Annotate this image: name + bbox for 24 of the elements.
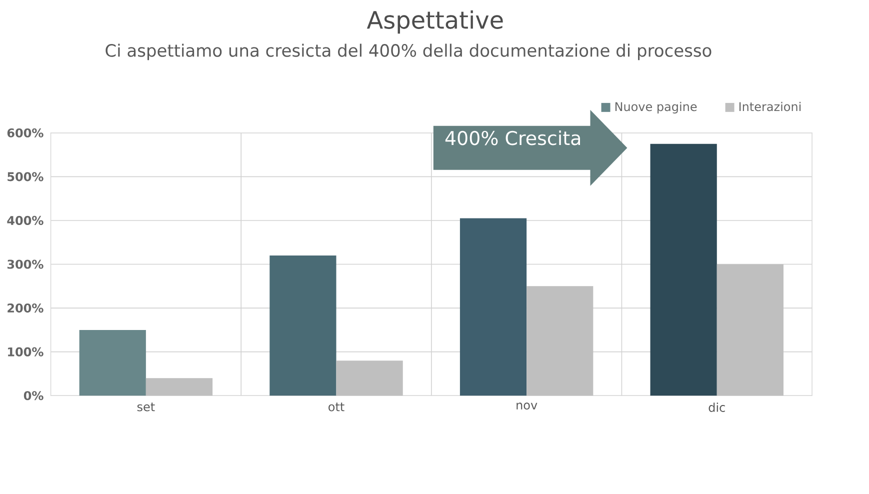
legend-label: Nuove pagine [615, 102, 697, 114]
y-tick-label: 100% [8, 348, 44, 357]
y-tick-label: 600% [7, 128, 44, 138]
y-tick-label: 0% [24, 391, 44, 400]
bar [460, 218, 527, 396]
annotation: 400% Crescita [445, 130, 580, 146]
x-tick-label: ott [328, 402, 344, 412]
y-tick-label: 500% [8, 172, 44, 182]
chart-title: Aspettative [366, 10, 503, 34]
chart-subtitle: Ci aspettiamo una cresicta del 400% della documentazione di processo [106, 44, 712, 60]
y-tick-label: 400% [7, 216, 44, 226]
x-tick-label: nov [516, 402, 538, 410]
bar [526, 286, 594, 396]
bar [79, 330, 146, 396]
legend-label: Interazioni [739, 102, 801, 112]
x-tick-label: dic [708, 402, 725, 412]
bar [146, 378, 213, 396]
y-tick-label: 200% [8, 304, 44, 313]
x-tick-label: set [137, 402, 155, 412]
bar [716, 264, 784, 396]
bar [650, 144, 717, 396]
bar [270, 256, 336, 396]
bar [336, 360, 403, 396]
y-tick-label: 300% [7, 260, 44, 270]
